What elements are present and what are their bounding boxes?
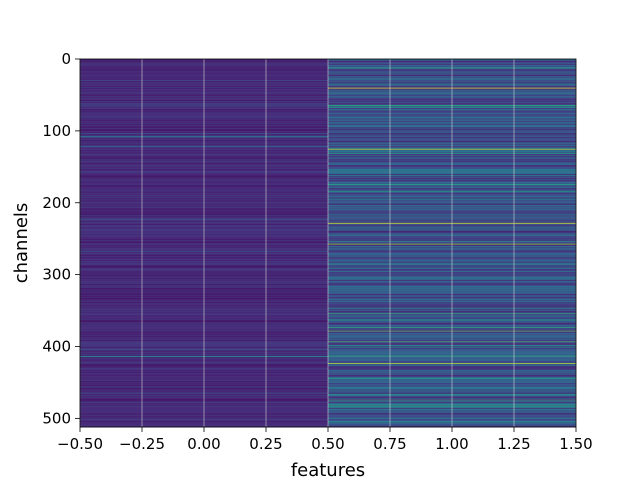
x-tick-label: 1.25	[497, 435, 530, 453]
x-tick-label: 0.00	[187, 435, 220, 453]
x-tick-label: 1.00	[435, 435, 468, 453]
y-tick-label: 0	[61, 50, 71, 68]
x-tick-label: −0.25	[119, 435, 165, 453]
y-tick-label: 100	[42, 122, 71, 140]
x-tick-label: 0.25	[249, 435, 282, 453]
x-axis-label: features	[291, 460, 365, 480]
x-axis: −0.50 −0.25 0.00 0.25 0.50 0.75 1.00 1.25 1.50	[57, 427, 593, 453]
x-tick-label: 1.50	[559, 435, 592, 453]
y-tick-label: 500	[42, 409, 71, 427]
x-tick-label: −0.50	[57, 435, 103, 453]
x-tick-label: 0.50	[311, 435, 344, 453]
y-tick-label: 300	[42, 266, 71, 284]
y-tick-label: 200	[42, 194, 71, 212]
y-tick-label: 400	[42, 338, 71, 356]
y-axis: 0 100 200 300 400 500	[42, 50, 80, 427]
x-tick-label: 0.75	[373, 435, 406, 453]
y-axis-label: channels	[11, 203, 32, 284]
